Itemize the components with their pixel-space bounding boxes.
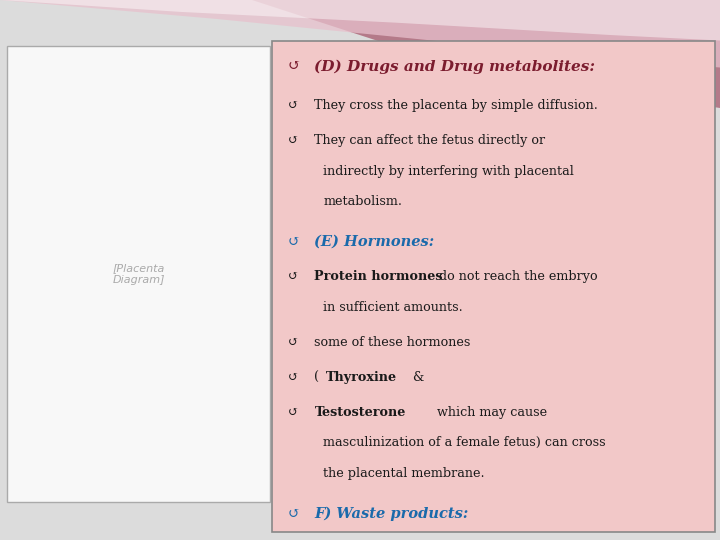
Text: metabolism.: metabolism. xyxy=(323,195,402,208)
Text: Testosterone: Testosterone xyxy=(315,406,406,419)
Polygon shape xyxy=(0,0,720,68)
Text: the placental membrane.: the placental membrane. xyxy=(323,467,485,480)
Text: They cross the placenta by simple diffusion.: They cross the placenta by simple diffus… xyxy=(315,99,598,112)
Text: ↺: ↺ xyxy=(288,99,303,112)
Text: ↺: ↺ xyxy=(288,336,303,349)
Text: Protein hormones: Protein hormones xyxy=(315,270,443,283)
Text: (E) Hormones:: (E) Hormones: xyxy=(315,235,435,249)
Text: They can affect the fetus directly or: They can affect the fetus directly or xyxy=(315,134,546,147)
Text: do not reach the embryo: do not reach the embryo xyxy=(435,270,598,283)
FancyBboxPatch shape xyxy=(272,40,715,532)
Text: ↺: ↺ xyxy=(288,59,306,73)
Text: Thyroxine: Thyroxine xyxy=(325,370,397,383)
Polygon shape xyxy=(0,0,720,40)
Text: in sufficient amounts.: in sufficient amounts. xyxy=(323,301,463,314)
Text: some of these hormones: some of these hormones xyxy=(315,336,471,349)
Text: [Placenta
Diagram]: [Placenta Diagram] xyxy=(112,263,165,285)
Polygon shape xyxy=(0,0,720,108)
Text: masculinization of a female fetus) can cross: masculinization of a female fetus) can c… xyxy=(323,436,606,449)
Text: ↺: ↺ xyxy=(288,370,303,383)
Text: ↺: ↺ xyxy=(288,235,305,249)
Text: ↺: ↺ xyxy=(288,134,303,147)
Text: (: ( xyxy=(315,370,320,383)
Text: ↺: ↺ xyxy=(288,270,303,283)
Text: ↺: ↺ xyxy=(288,507,305,521)
FancyBboxPatch shape xyxy=(7,46,270,502)
Text: F) Waste products:: F) Waste products: xyxy=(315,507,469,521)
Text: ↺: ↺ xyxy=(288,406,303,419)
Text: (D) Drugs and Drug metabolites:: (D) Drugs and Drug metabolites: xyxy=(315,59,595,73)
Text: indirectly by interfering with placental: indirectly by interfering with placental xyxy=(323,165,574,178)
Text: which may cause: which may cause xyxy=(433,406,546,419)
Text: &: & xyxy=(408,370,424,383)
